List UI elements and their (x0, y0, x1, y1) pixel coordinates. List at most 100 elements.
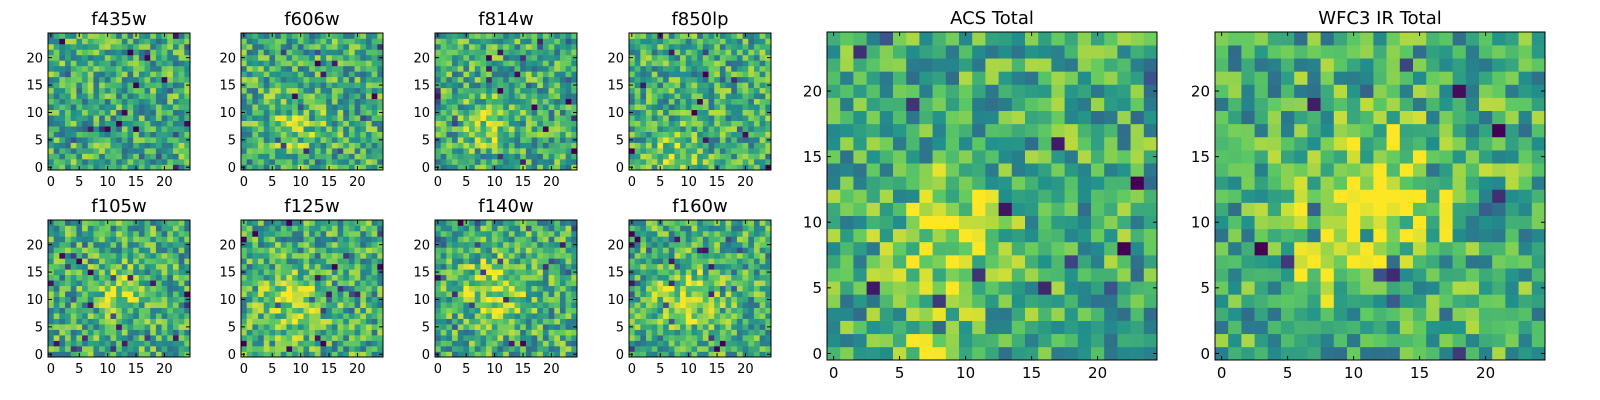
heatmap-cell (508, 236, 515, 243)
heatmap-cell (320, 313, 327, 319)
heatmap-cell (646, 153, 653, 160)
heatmap-cell (452, 236, 459, 243)
heatmap-cell (480, 109, 487, 116)
y-tick-label: 15 (607, 79, 624, 94)
heatmap-cell (697, 296, 704, 303)
heatmap-cell (252, 241, 259, 248)
heatmap-cell (326, 302, 333, 308)
heatmap-cell (554, 225, 561, 232)
heatmap-cell (99, 148, 106, 154)
heatmap-cell (360, 302, 367, 308)
heatmap-cell (167, 329, 174, 336)
heatmap-cell (548, 329, 555, 336)
heatmap-cell (314, 236, 321, 243)
heatmap-cell (184, 220, 191, 226)
heatmap-cell (360, 252, 367, 259)
heatmap-cell (554, 49, 561, 56)
heatmap-cell (167, 274, 174, 281)
heatmap-cell (127, 148, 134, 154)
heatmap-cell (685, 318, 692, 325)
heatmap-cell (348, 274, 355, 281)
heatmap-cell (82, 38, 89, 45)
heatmap-cell (742, 87, 749, 94)
heatmap-cell (508, 54, 515, 61)
heatmap-cell (446, 43, 453, 50)
heatmap-cell (753, 148, 760, 154)
heatmap-cell (252, 247, 259, 254)
heatmap-cell (663, 65, 670, 72)
heatmap-cell (116, 241, 123, 248)
heatmap-cell (348, 126, 355, 132)
heatmap-cell (178, 318, 185, 325)
heatmap-cell (269, 291, 276, 298)
heatmap-cell (446, 324, 453, 330)
heatmap-cell (104, 274, 111, 281)
heatmap-cell (343, 263, 350, 270)
heatmap-cell (337, 131, 344, 138)
heatmap-cell (280, 296, 287, 303)
heatmap-cell (629, 313, 635, 319)
heatmap-cell (748, 65, 755, 72)
heatmap-cell (668, 71, 675, 78)
heatmap-cell (691, 98, 698, 105)
heatmap-cell (702, 148, 709, 154)
heatmap-cell (748, 104, 755, 111)
heatmap-cell (314, 153, 321, 160)
heatmap-cell (48, 43, 54, 50)
heatmap-cell (110, 159, 117, 165)
heatmap-cell (87, 220, 94, 226)
heatmap-cell (172, 274, 179, 281)
heatmap-cell (48, 104, 54, 111)
heatmap-cell (297, 263, 304, 270)
heatmap-cell (371, 324, 378, 330)
heatmap-cell (150, 131, 157, 138)
heatmap-cell (76, 38, 83, 45)
heatmap-cell (82, 335, 89, 341)
heatmap-cell (70, 285, 77, 292)
heatmap-cell (457, 346, 464, 352)
heatmap-cell (133, 60, 140, 67)
heatmap-cell (753, 131, 760, 138)
heatmap-cell (685, 60, 692, 67)
heatmap-cell (691, 93, 698, 100)
heatmap-cell (474, 263, 481, 270)
heatmap-cell (337, 302, 344, 308)
heatmap-cell (275, 126, 282, 132)
heatmap-cell (314, 131, 321, 138)
heatmap-cell (759, 340, 766, 347)
heatmap-cell (542, 313, 549, 319)
heatmap-cell (657, 38, 664, 45)
heatmap-cell (674, 33, 681, 39)
heatmap-cell (646, 82, 653, 89)
heatmap-cell (469, 54, 476, 61)
heatmap-cell (331, 54, 338, 61)
heatmap-cell (708, 87, 715, 94)
heatmap-cell (491, 87, 498, 94)
heatmap-cell (76, 280, 83, 287)
heatmap-cell (59, 93, 66, 100)
heatmap-cell (297, 131, 304, 138)
heatmap-cell (99, 225, 106, 232)
heatmap-cell (691, 346, 698, 352)
heatmap-cell (48, 307, 54, 314)
heatmap-cell (542, 33, 549, 39)
heatmap-cell (343, 346, 350, 352)
heatmap-cell (314, 280, 321, 287)
heatmap-cell (503, 302, 510, 308)
heatmap-cell (640, 33, 647, 39)
heatmap-cell (155, 351, 162, 358)
heatmap-cell (520, 263, 527, 270)
heatmap-cell (326, 142, 333, 149)
heatmap-cell (742, 54, 749, 61)
heatmap-cell (634, 302, 641, 308)
heatmap-cell (542, 54, 549, 61)
heatmap-cell (520, 93, 527, 100)
heatmap-cell (343, 230, 350, 237)
heatmap-cell (104, 115, 111, 121)
heatmap-cell (263, 43, 270, 50)
heatmap-cell (76, 247, 83, 254)
heatmap-cell (320, 131, 327, 138)
heatmap-cell (469, 230, 476, 237)
heatmap-cell (674, 285, 681, 292)
